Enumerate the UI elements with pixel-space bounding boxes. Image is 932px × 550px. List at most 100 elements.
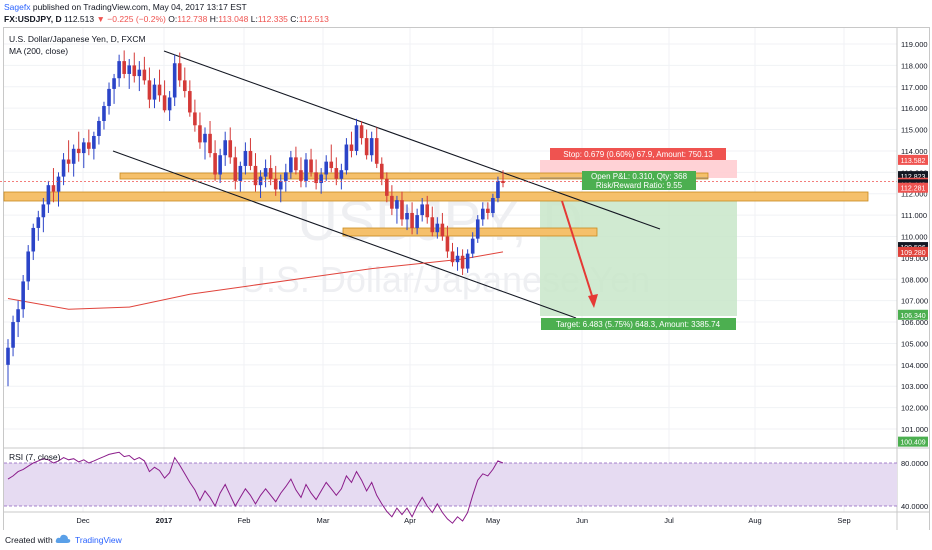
- tradingview-cloud-icon: [55, 534, 71, 543]
- candle-body: [435, 223, 440, 233]
- candle-body: [248, 150, 253, 166]
- candle-body: [117, 61, 121, 79]
- candle-body: [243, 150, 248, 166]
- rsi-tick: 80.0000: [901, 459, 928, 468]
- candle-body: [137, 69, 142, 77]
- time-tick: Dec: [76, 516, 90, 525]
- time-tick: Mar: [317, 516, 330, 525]
- tradingview-brand-link[interactable]: TradingView: [75, 535, 122, 545]
- low-value: 112.335: [257, 14, 288, 24]
- candle-body: [193, 112, 197, 126]
- price-tick: 116.000: [901, 104, 928, 113]
- time-tick: Feb: [238, 516, 251, 525]
- rsi-line: [7, 451, 504, 524]
- candle-body: [450, 251, 455, 263]
- price-tag-label: 113.582: [901, 158, 926, 165]
- candle-body: [480, 208, 485, 220]
- price-tick: 103.000: [901, 382, 928, 391]
- candle-body: [486, 208, 490, 213]
- author-link[interactable]: Sagefx: [4, 2, 31, 12]
- chart-title: U.S. Dollar/Japanese Yen, D, FXCM: [9, 34, 146, 44]
- candle-body: [344, 144, 349, 171]
- candle-body: [87, 142, 91, 149]
- candle-body: [491, 198, 495, 213]
- rr-label: Risk/Reward Ratio: 9.55: [596, 181, 683, 190]
- candle-body: [324, 161, 329, 175]
- candle-body: [369, 138, 374, 156]
- target-label-box: [541, 318, 736, 330]
- candle-body: [420, 204, 424, 216]
- down-arrow-icon: ▼: [96, 14, 105, 24]
- support-zone[interactable]: [342, 227, 598, 237]
- candle-body: [122, 61, 126, 74]
- candle-body: [278, 180, 283, 190]
- candle-body: [268, 168, 273, 179]
- ma-legend[interactable]: MA (200, close): [9, 46, 68, 56]
- resistance-zone-main[interactable]: [3, 191, 869, 202]
- publish-info: published on TradingView.com, May 04, 20…: [32, 2, 247, 12]
- candle-body: [71, 148, 76, 164]
- candle-body: [182, 80, 187, 92]
- candle-body: [334, 168, 339, 179]
- price-tick: 105.000: [901, 339, 928, 348]
- price-tick: 119.000: [901, 40, 928, 49]
- candle-body: [26, 251, 31, 282]
- rsi-axis: 40.0000 80.0000: [901, 459, 928, 511]
- price-tick: 101.000: [901, 425, 928, 434]
- candle-body: [152, 84, 157, 100]
- candle-body: [81, 142, 86, 154]
- candle-body: [364, 138, 369, 156]
- candle-body: [349, 144, 354, 151]
- candle-body: [304, 159, 308, 181]
- grid: [4, 28, 897, 512]
- candle-body: [61, 159, 66, 177]
- time-tick: May: [486, 516, 500, 525]
- rsi-tick: 40.0000: [901, 502, 928, 511]
- candle-body: [496, 180, 500, 198]
- resistance-zone-upper[interactable]: [119, 172, 709, 180]
- candle-body: [107, 88, 111, 107]
- last-price: 112.513: [64, 14, 95, 24]
- close-value: 112.513: [298, 14, 329, 24]
- low-label: L:: [250, 14, 258, 24]
- channel-lower-line[interactable]: [112, 150, 577, 319]
- time-tick: Jun: [576, 516, 588, 525]
- price-tag: [898, 171, 928, 182]
- created-with-label: Created with: [5, 535, 53, 545]
- symbol-label: FX:USDJPY, D: [4, 14, 62, 24]
- price-tick: 102.000: [901, 404, 928, 413]
- channel-upper-line[interactable]: [163, 50, 661, 230]
- candle-body: [46, 185, 51, 205]
- arrow-head-icon: [588, 294, 598, 308]
- candle-body: [76, 148, 81, 154]
- price-tick: 118.000: [901, 61, 928, 70]
- pnl-label-box: [582, 171, 696, 190]
- candle-body: [329, 161, 334, 169]
- candle-body: [198, 125, 202, 143]
- candle-body: [112, 78, 116, 89]
- price-tag-label: 112.823: [901, 174, 926, 181]
- projection-arrow[interactable]: [561, 200, 595, 303]
- candle-body: [41, 204, 46, 218]
- candle-body: [258, 176, 263, 186]
- candle-body: [97, 121, 101, 136]
- candle-body: [299, 170, 303, 181]
- price-tick: 109.000: [901, 254, 928, 263]
- candle-body: [233, 157, 238, 181]
- quote-line: FX:USDJPY, D 112.513 ▼ −0.225 (−0.2%) O:…: [4, 14, 329, 24]
- time-axis[interactable]: Dec 2017 Feb Mar Apr May Jun Jul Aug Sep: [76, 516, 850, 525]
- price-axis[interactable]: 101.000 102.000 103.000 104.000 105.000 106.0…: [901, 40, 928, 434]
- candle-body: [238, 165, 243, 181]
- candle-body: [142, 69, 147, 81]
- candle-body: [455, 255, 460, 263]
- time-tick: Aug: [748, 516, 761, 525]
- candle-body: [253, 165, 258, 186]
- time-tick: Sep: [837, 516, 850, 525]
- price-tick: 112.000: [901, 190, 928, 199]
- rsi-legend[interactable]: RSI (7, close): [9, 452, 61, 462]
- candle-body: [208, 133, 212, 154]
- open-label: O:: [168, 14, 178, 24]
- price-tag: [898, 436, 928, 447]
- target-zone[interactable]: [540, 194, 737, 316]
